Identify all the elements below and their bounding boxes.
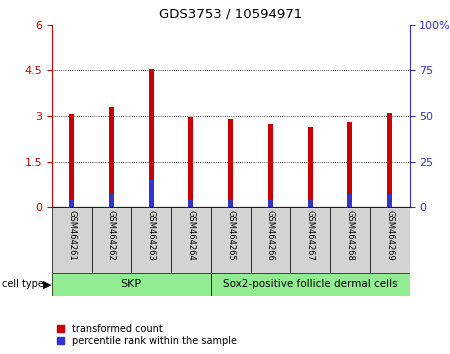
Bar <box>387 194 392 207</box>
Bar <box>347 194 352 207</box>
Text: SKP: SKP <box>121 279 142 289</box>
Bar <box>189 116 193 207</box>
Bar <box>211 207 251 273</box>
Bar <box>370 207 410 273</box>
Text: GSM464262: GSM464262 <box>107 210 116 261</box>
Text: GSM464267: GSM464267 <box>306 210 315 261</box>
Bar <box>268 200 273 207</box>
Bar <box>171 207 211 273</box>
Bar <box>69 114 74 207</box>
Text: GSM464265: GSM464265 <box>226 210 235 261</box>
Bar <box>387 113 392 207</box>
Bar <box>347 122 352 207</box>
Bar <box>109 194 114 207</box>
Bar <box>52 273 211 296</box>
Text: GSM464264: GSM464264 <box>186 210 195 261</box>
Bar <box>228 200 233 207</box>
Bar <box>268 124 273 207</box>
Bar <box>290 207 330 273</box>
Text: GSM464261: GSM464261 <box>67 210 76 261</box>
Text: GSM464266: GSM464266 <box>266 210 275 261</box>
Text: GSM464269: GSM464269 <box>385 210 394 261</box>
Bar <box>330 207 370 273</box>
Bar <box>189 200 193 207</box>
Title: GDS3753 / 10594971: GDS3753 / 10594971 <box>159 8 302 21</box>
Bar <box>228 119 233 207</box>
Text: cell type: cell type <box>2 279 44 289</box>
Legend: transformed count, percentile rank within the sample: transformed count, percentile rank withi… <box>57 324 237 346</box>
Bar <box>131 207 171 273</box>
Bar <box>308 200 312 207</box>
Bar <box>149 180 153 207</box>
Text: ▶: ▶ <box>43 279 51 289</box>
Bar <box>211 273 410 296</box>
Bar <box>69 200 74 207</box>
Text: GSM464268: GSM464268 <box>346 210 355 261</box>
Bar <box>91 207 131 273</box>
Bar <box>52 207 91 273</box>
Text: Sox2-positive follicle dermal cells: Sox2-positive follicle dermal cells <box>223 279 397 289</box>
Text: GSM464263: GSM464263 <box>147 210 156 261</box>
Bar <box>149 69 153 207</box>
Bar <box>109 107 114 207</box>
Bar <box>251 207 290 273</box>
Bar <box>308 127 312 207</box>
